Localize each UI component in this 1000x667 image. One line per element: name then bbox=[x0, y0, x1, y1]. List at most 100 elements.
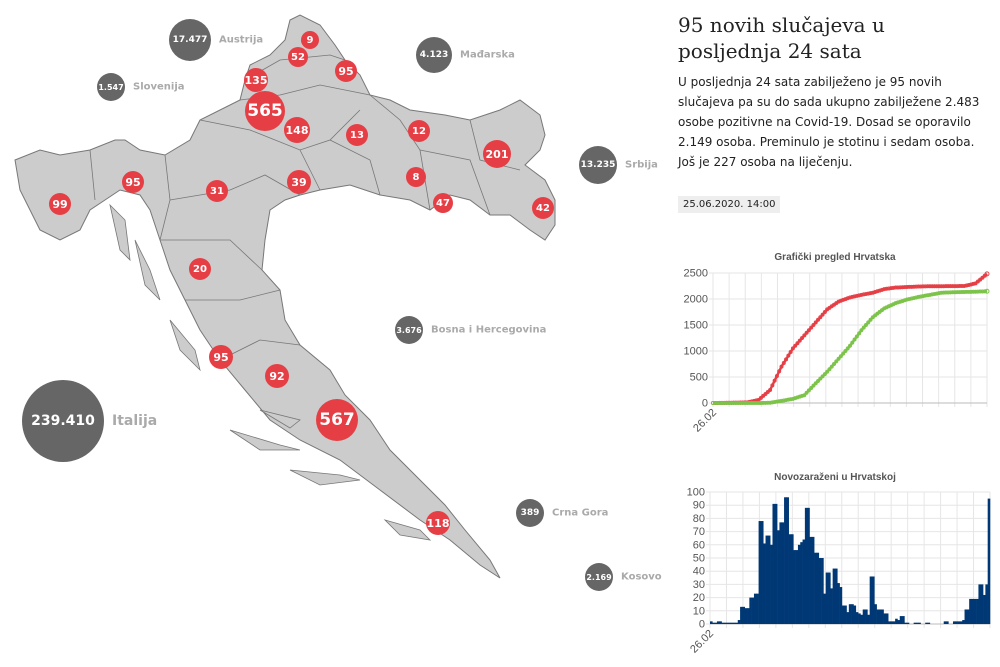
county-case-bubble[interactable]: 20 bbox=[189, 258, 211, 280]
county-case-bubble[interactable]: 99 bbox=[49, 193, 71, 215]
county-case-bubble[interactable]: 47 bbox=[433, 193, 453, 213]
county-case-bubble[interactable]: 42 bbox=[532, 197, 554, 219]
county-case-bubble[interactable]: 567 bbox=[316, 399, 358, 441]
bar bbox=[740, 606, 743, 624]
line-point bbox=[795, 395, 800, 400]
y-tick-label: 40 bbox=[693, 566, 705, 578]
bar bbox=[846, 612, 850, 624]
bar bbox=[830, 588, 833, 624]
line-point bbox=[745, 400, 750, 405]
line-point bbox=[893, 301, 898, 306]
line-point bbox=[877, 288, 882, 293]
bar bbox=[957, 621, 961, 624]
bar bbox=[781, 522, 785, 624]
line-point bbox=[966, 282, 971, 287]
line-point bbox=[918, 294, 923, 299]
y-tick-label: 90 bbox=[693, 500, 705, 512]
county-case-bubble[interactable]: 31 bbox=[206, 180, 228, 202]
county-case-bubble[interactable]: 92 bbox=[265, 364, 289, 388]
line-point bbox=[957, 284, 962, 289]
county-case-bubble[interactable]: 95 bbox=[209, 345, 233, 369]
country-case-bubble[interactable]: 3.676 bbox=[395, 316, 423, 344]
county-case-bubble[interactable]: 13 bbox=[346, 124, 368, 146]
bar bbox=[987, 498, 991, 624]
line-point bbox=[975, 289, 980, 294]
line-point bbox=[758, 400, 763, 405]
y-tick-label: 1500 bbox=[684, 320, 708, 332]
line-point bbox=[770, 383, 775, 388]
line-point bbox=[898, 285, 903, 290]
line-point bbox=[713, 400, 718, 405]
article-description: U posljednja 24 sata zabilježeno je 95 n… bbox=[678, 75, 980, 169]
line-point bbox=[868, 317, 873, 322]
line-point bbox=[841, 351, 846, 356]
line-point bbox=[742, 400, 747, 405]
county-case-bubble[interactable]: 95 bbox=[335, 60, 357, 82]
bar bbox=[760, 521, 764, 624]
country-case-bubble[interactable]: 4.123 bbox=[416, 37, 452, 73]
country-case-bubble[interactable]: 1.547 bbox=[97, 73, 125, 101]
bar bbox=[897, 620, 901, 624]
line-point bbox=[758, 395, 763, 400]
county-case-bubble[interactable]: 12 bbox=[408, 120, 430, 142]
bar bbox=[758, 521, 762, 624]
line-point bbox=[793, 396, 798, 401]
line-point bbox=[731, 400, 736, 405]
county-case-bubble[interactable]: 39 bbox=[287, 170, 311, 194]
country-case-bubble[interactable]: 17.477 bbox=[169, 19, 211, 61]
y-tick-label: 30 bbox=[693, 579, 705, 591]
line-point bbox=[722, 400, 727, 405]
line-point bbox=[836, 356, 841, 361]
line-point bbox=[809, 386, 814, 391]
country-case-bubble[interactable]: 389 bbox=[516, 499, 544, 527]
line-point bbox=[806, 328, 811, 333]
line-point bbox=[726, 400, 731, 405]
line-point bbox=[889, 303, 894, 308]
line-point bbox=[895, 285, 900, 290]
line-point bbox=[859, 292, 864, 297]
line-point bbox=[950, 284, 955, 289]
line-point bbox=[859, 328, 864, 333]
county-case-bubble[interactable]: 565 bbox=[245, 91, 285, 131]
bar bbox=[823, 593, 827, 624]
line-point bbox=[797, 394, 802, 399]
county-case-bubble[interactable]: 135 bbox=[244, 68, 268, 92]
line-point bbox=[800, 393, 805, 398]
line-point bbox=[861, 325, 866, 330]
line-point bbox=[959, 284, 964, 289]
country-case-bubble[interactable]: 13.235 bbox=[579, 146, 617, 184]
county-case-bubble[interactable]: 95 bbox=[122, 171, 144, 193]
line-point bbox=[895, 300, 900, 305]
bar bbox=[728, 622, 732, 624]
line-point bbox=[966, 289, 971, 294]
line-point bbox=[733, 400, 738, 405]
county-case-bubble[interactable]: 118 bbox=[426, 511, 450, 535]
country-label: Mađarska bbox=[460, 49, 515, 61]
line-point bbox=[971, 289, 976, 294]
country-case-bubble[interactable]: 2.169 bbox=[585, 563, 613, 591]
county-case-bubble[interactable]: 8 bbox=[406, 167, 426, 187]
county-case-bubble[interactable]: 148 bbox=[284, 117, 310, 143]
bar bbox=[825, 572, 829, 624]
line-point bbox=[902, 285, 907, 290]
line-point bbox=[809, 325, 814, 330]
line-point bbox=[786, 353, 791, 358]
line-point bbox=[921, 294, 926, 299]
line-point bbox=[975, 279, 980, 284]
croatia-map bbox=[14, 14, 556, 579]
line-point bbox=[969, 289, 974, 294]
line-point bbox=[845, 296, 850, 301]
bar bbox=[869, 576, 873, 624]
county-case-bubble[interactable]: 52 bbox=[288, 47, 308, 67]
bar bbox=[848, 604, 852, 624]
country-case-bubble[interactable]: 239.410 bbox=[22, 380, 104, 462]
county-case-bubble[interactable]: 201 bbox=[483, 140, 511, 168]
county-case-bubble[interactable]: 9 bbox=[301, 31, 319, 49]
line-point bbox=[950, 290, 955, 295]
line-point bbox=[907, 284, 912, 289]
bar bbox=[976, 598, 979, 624]
bar bbox=[853, 605, 857, 624]
bar bbox=[844, 605, 847, 624]
line-point bbox=[768, 388, 773, 393]
bar bbox=[832, 568, 836, 624]
